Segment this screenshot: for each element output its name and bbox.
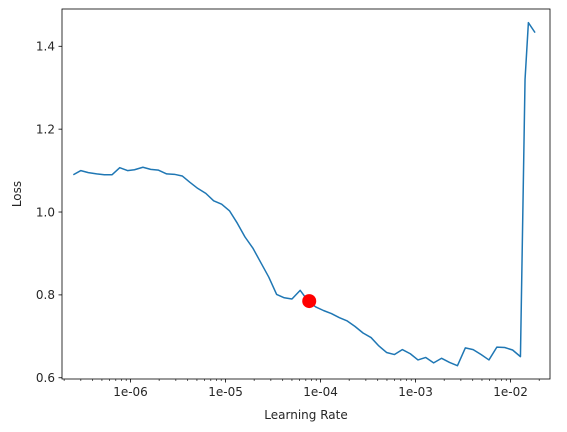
x-tick-label: 1e-02 [493,385,528,399]
suggested-lr-marker [302,294,317,309]
y-axis-ticks: 0.6 0.8 1.0 1.2 1.4 [36,40,62,385]
plot-frame [61,8,551,380]
x-tick-label: 1e-03 [398,385,433,399]
y-tick-label: 1.0 [36,205,55,219]
x-tick-label: 1e-06 [113,385,148,399]
y-tick-label: 1.4 [36,40,55,54]
x-axis-label: Learning Rate [264,408,347,422]
plot-background [62,9,550,379]
x-axis-ticks: 1e-06 1e-05 1e-04 1e-03 1e-02 [63,379,540,399]
y-tick-label: 1.2 [36,122,55,136]
y-tick-label: 0.6 [36,371,55,385]
y-tick-label: 0.8 [36,288,55,302]
x-tick-label: 1e-05 [208,385,243,399]
y-axis-label: Loss [10,181,24,207]
x-tick-label: 1e-04 [303,385,338,399]
